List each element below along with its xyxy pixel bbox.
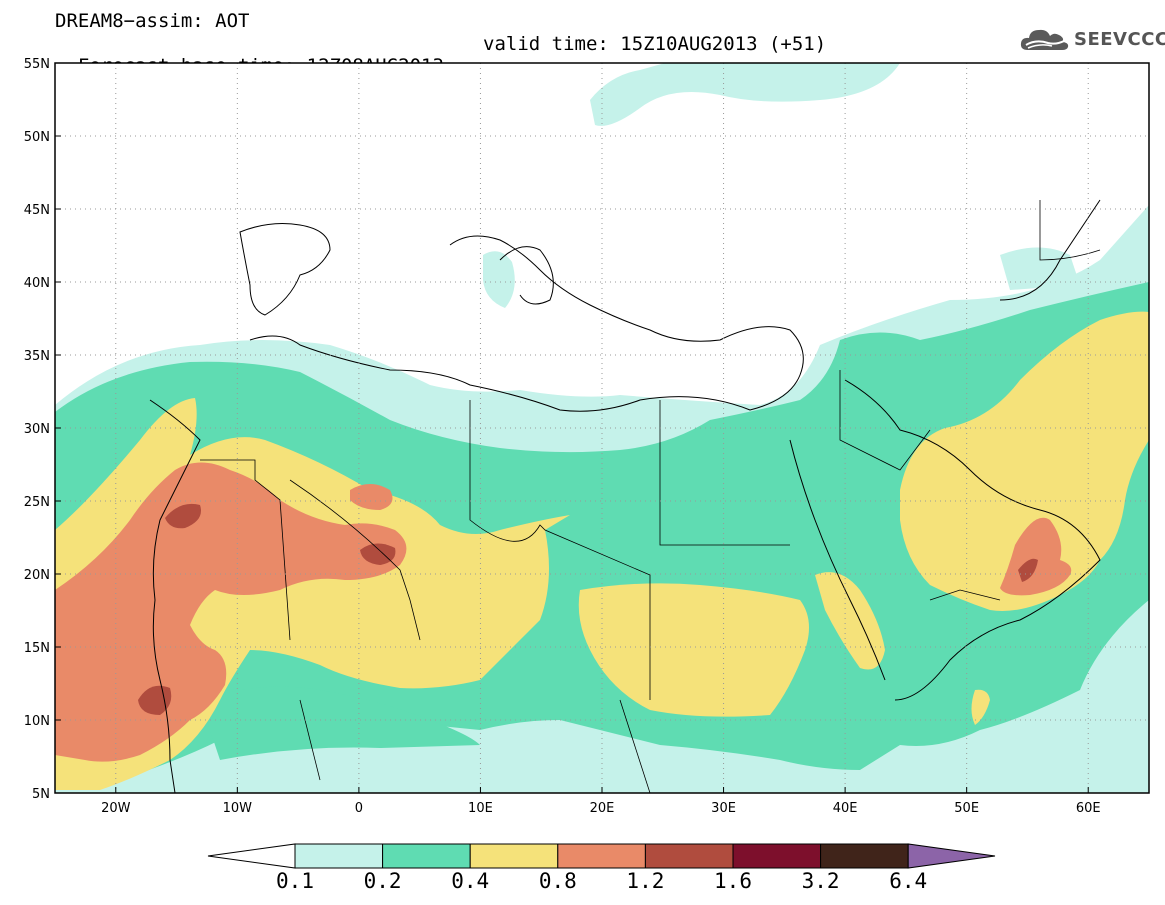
lon-tick-label: 0 [355,801,363,816]
lon-tick-label: 20W [101,801,131,816]
aot-level-1.2-algeria [360,543,396,565]
seevccc-logo: SEEVCCC [1018,24,1165,54]
aot-level-0.4-sudan [578,583,809,717]
aot-level-0.4-arabia [900,311,1149,611]
colorbar-swatch [820,843,909,869]
axis-ticks: 20W 10W 0 10E 20E 30E 40E 50E 60E 55N 50N 45N 40N 35N… [24,57,1101,816]
lat-tick-label: 30N [24,422,50,437]
coastlines [149,199,1101,793]
lat-tick-label: 5N [32,787,50,802]
aot-level-0.1-italy [483,251,515,308]
aot-level-1.2-wsahara [165,503,201,529]
lat-tick-label: 40N [24,276,50,291]
aot-level-0.8-oman [1000,517,1072,596]
aot-level-0.2-sahel [200,686,480,760]
lat-tick-label: 35N [24,349,50,364]
colorbar-swatch [732,843,822,869]
colorbar-over-arrow [907,843,996,869]
lon-tick-label: 60E [1076,801,1101,816]
colorbar-swatch [469,843,559,869]
cloud-icon [1020,29,1069,50]
colorbar-label: 0.8 [538,869,577,893]
colorbar-swatch [644,843,734,869]
lon-tick-label: 30E [711,801,736,816]
lat-tick-label: 10N [24,714,50,729]
colorbar-label: 0.1 [276,869,314,893]
map-title: DREAM8−assim: AOT [55,10,250,32]
valid-time: valid time: 15Z10AUG2013 (+51) [483,33,827,55]
lon-tick-label: 10W [223,801,253,816]
aot-level-0.1-north [590,63,900,126]
aot-level-0.8-libya [350,484,393,510]
colorbar-label: 0.4 [451,869,490,893]
lat-tick-label: 55N [24,57,50,72]
aot-level-0.4-redsea [815,572,885,670]
lon-tick-label: 40E [833,801,858,816]
aot-level-0.1-caspian [1000,247,1080,290]
lat-tick-label: 25N [24,495,50,510]
colorbar-swatch [382,843,471,869]
colorbar-label: 3.2 [801,869,840,893]
lon-tick-label: 50E [954,801,979,816]
lat-tick-label: 20N [24,568,50,583]
lat-tick-label: 50N [24,130,50,145]
colorbar [207,843,996,869]
lat-tick-label: 45N [24,203,50,218]
lon-tick-label: 20E [590,801,615,816]
logo-text: SEEVCCC [1074,28,1165,50]
colorbar-under-arrow [207,843,296,869]
aot-level-1.2-oman [1018,558,1038,582]
grid [55,63,1149,793]
colorbar-swatch [557,843,646,869]
lat-tick-label: 15N [24,641,50,656]
colorbar-label: 0.2 [363,869,402,893]
aot-level-0.4-somalia [971,689,990,725]
borders [200,200,1101,793]
aot-level-0.8-west [55,462,407,762]
colorbar-label: 1.2 [626,869,665,893]
colorbar-label: 1.6 [714,869,752,893]
lon-tick-label: 10E [468,801,493,816]
colorbar-swatch [294,843,384,869]
colorbar-label: 6.4 [889,869,928,893]
